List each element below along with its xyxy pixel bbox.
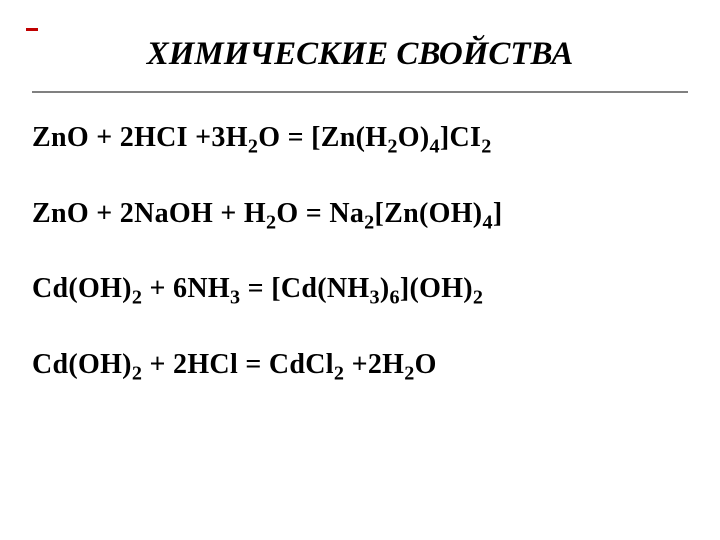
page-title: ХИМИЧЕСКИЕ СВОЙСТВА (0, 36, 720, 73)
equation-3: Cd(OH)2 + 6NH3 = [Cd(NH3)6](OH)2 (32, 272, 688, 306)
red-accent-marker (26, 28, 38, 31)
equation-1: ZnO + 2HCI +3H2O = [Zn(H2O)4]CI2 (32, 121, 688, 155)
equation-4: Cd(OH)2 + 2HCl = CdCl2 +2H2O (32, 348, 688, 382)
equation-2: ZnO + 2NaOH + H2O = Na2[Zn(OH)4] (32, 197, 688, 231)
equations-block: ZnO + 2HCI +3H2O = [Zn(H2O)4]CI2 ZnO + 2… (0, 93, 720, 381)
title-container: ХИМИЧЕСКИЕ СВОЙСТВА (0, 0, 720, 81)
